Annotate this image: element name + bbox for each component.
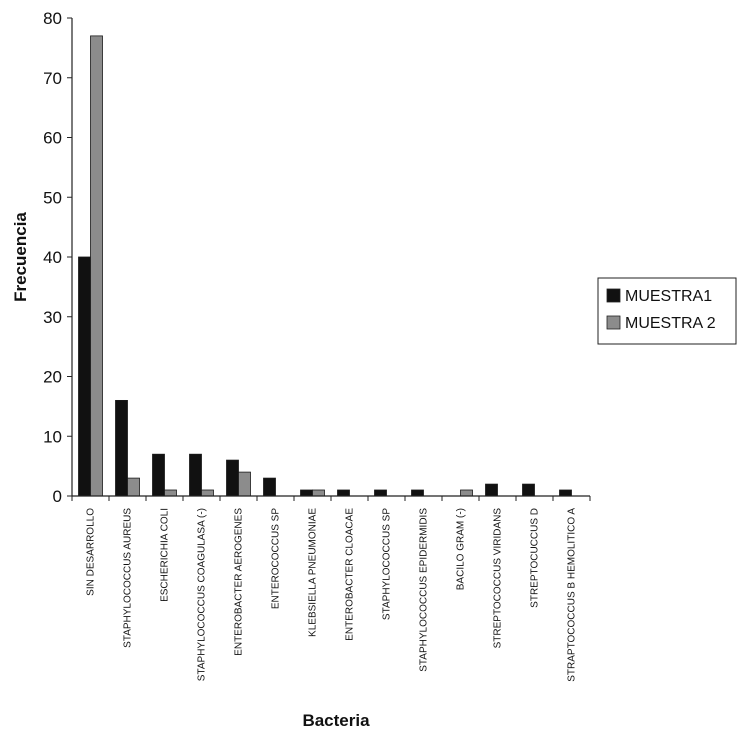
y-tick-label-30: 30: [43, 308, 62, 327]
bar-muestra2-6: [312, 489, 325, 497]
x-tick-label-5: ENTEROCOCCUS SP: [271, 508, 282, 609]
bar-muestra1-1: [115, 399, 128, 497]
bar-muestra1-9: [411, 489, 424, 497]
bar-muestra2-1: [127, 477, 140, 497]
y-tick-label-60: 60: [43, 129, 62, 148]
bar-muestra1-6: [300, 489, 313, 497]
x-tick-label-4: ENTEROBACTER AEROGENES: [234, 508, 245, 656]
bar-muestra1-3: [189, 453, 202, 497]
bar-muestra2-10: [460, 489, 473, 497]
y-tick-label-50: 50: [43, 188, 62, 207]
y-ticks-layer: 0 10 20 30 40 50 60 70 80: [43, 9, 72, 506]
legend-label-muestra2: MUESTRA 2: [625, 315, 716, 332]
x-tick-label-9: STAPHYLOCOCCUS EPIDERMIDIS: [419, 508, 430, 672]
bar-muestra1-5: [263, 477, 276, 497]
bar-muestra1-2: [152, 453, 165, 497]
bar-muestra2-0: [90, 35, 103, 497]
x-tick-label-10: BACILO GRAM (-): [456, 508, 467, 590]
bar-muestra2-2: [164, 489, 177, 497]
y-tick-label-40: 40: [43, 248, 62, 267]
bar-muestra2-4: [238, 471, 251, 497]
y-tick-label-20: 20: [43, 368, 62, 387]
y-axis-title: Frecuencia: [11, 212, 30, 302]
y-tick-label-0: 0: [53, 487, 62, 506]
y-tick-label-10: 10: [43, 427, 62, 446]
x-tick-label-13: STRAPTOCOCCUS B HEMOLITICO A: [567, 508, 578, 682]
legend-swatch-muestra1: [606, 288, 621, 303]
axes-layer: [71, 18, 590, 497]
legend-box: [597, 277, 737, 345]
x-axis-title: Bacteria: [302, 711, 370, 730]
y-tick-label-80: 80: [43, 9, 62, 28]
bar-muestra1-0: [78, 256, 91, 497]
x-tick-label-6: KLEBSIELLA PNEUMONIAE: [308, 508, 319, 637]
legend-label-muestra1: MUESTRA1: [625, 288, 712, 305]
bar-muestra2-3: [201, 489, 214, 497]
x-tick-label-0: SIN DESARROLLO: [86, 508, 97, 596]
x-tick-label-1: STAPHYLOCOCCUS AUREUS: [123, 508, 134, 648]
bar-muestra1-7: [337, 489, 350, 497]
bar-muestra1-8: [374, 489, 387, 497]
y-tick-label-70: 70: [43, 69, 62, 88]
bars-layer: [78, 35, 572, 497]
bar-muestra1-13: [559, 489, 572, 497]
legend-swatch-muestra2: [606, 315, 621, 330]
legend: MUESTRA1 MUESTRA 2: [597, 277, 737, 345]
bar-muestra1-12: [522, 483, 535, 497]
bar-muestra1-4: [226, 459, 239, 497]
x-tick-label-11: STREPTOCOCCUS VIRIDANS: [493, 508, 504, 649]
bar-muestra1-11: [485, 483, 498, 497]
x-ticks-layer: SIN DESARROLLO STAPHYLOCOCCUS AUREUS ESCHE…: [71, 496, 591, 682]
x-tick-label-8: STAPHYLOCOCCUS SP: [382, 508, 393, 620]
x-tick-label-3: STAPHYLOCOCCUS COAGULASA (-): [197, 508, 208, 681]
x-tick-label-12: STREPTOCUCCUS D: [530, 508, 541, 608]
x-tick-label-7: ENTEROBACTER CLOACAE: [345, 508, 356, 641]
x-tick-label-2: ESCHERICHIA COLI: [160, 508, 171, 602]
